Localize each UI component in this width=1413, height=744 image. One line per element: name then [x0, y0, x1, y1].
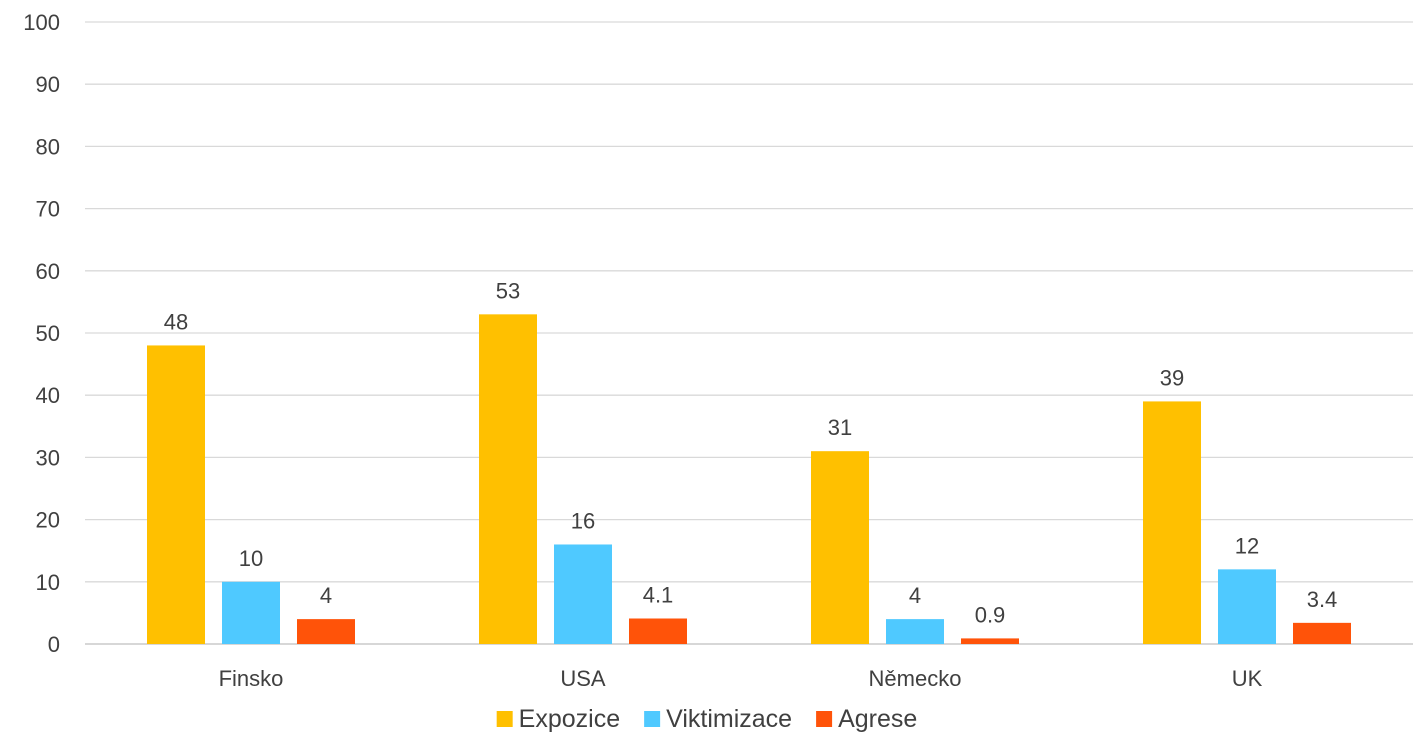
legend: Expozice Viktimizace Agrese — [496, 705, 917, 733]
y-tick-label: 30 — [36, 445, 60, 470]
data-label: 53 — [496, 278, 520, 303]
bar-agrese — [629, 618, 687, 644]
data-label: 31 — [828, 415, 852, 440]
x-axis-categories: Finsko USA Německo UK — [219, 666, 1263, 691]
legend-swatch — [496, 711, 513, 727]
bar-agrese — [297, 619, 355, 644]
legend-swatch — [816, 711, 833, 727]
data-labels: 48 10 4 53 16 4.1 31 4 0.9 39 12 3.4 — [164, 278, 1338, 627]
y-tick-label: 0 — [48, 632, 60, 657]
bar-viktimizace — [886, 619, 944, 644]
bar-viktimizace — [1218, 569, 1276, 644]
data-label: 4.1 — [643, 582, 674, 607]
y-tick-label: 70 — [36, 197, 60, 222]
legend-swatch — [644, 711, 661, 727]
y-tick-label: 90 — [36, 72, 60, 97]
data-label: 10 — [239, 546, 263, 571]
y-tick-label: 10 — [36, 570, 60, 595]
bar-expozice — [811, 451, 869, 644]
data-label: 0.9 — [975, 602, 1006, 627]
category-label: Finsko — [219, 666, 284, 691]
bar-expozice — [479, 314, 537, 644]
category-label: UK — [1232, 666, 1263, 691]
bar-agrese — [961, 638, 1019, 644]
y-tick-label: 60 — [36, 259, 60, 284]
bar-agrese — [1293, 622, 1351, 644]
y-tick-label: 100 — [23, 10, 60, 35]
bar-viktimizace — [222, 581, 280, 644]
y-tick-label: 50 — [36, 321, 60, 346]
data-label: 4 — [909, 583, 921, 608]
y-axis-ticks: 0 10 20 30 40 50 60 70 80 90 100 — [23, 10, 60, 657]
category-label: USA — [560, 666, 606, 691]
legend-label: Expozice — [519, 705, 620, 733]
category-label: Německo — [869, 666, 962, 691]
bars — [147, 314, 1351, 644]
legend-label: Agrese — [838, 705, 917, 733]
data-label: 4 — [320, 583, 332, 608]
data-label: 39 — [1160, 365, 1184, 390]
bar-viktimizace — [554, 544, 612, 644]
gridlines — [85, 21, 1413, 645]
data-label: 12 — [1235, 533, 1259, 558]
bar-expozice — [147, 345, 205, 644]
y-tick-label: 20 — [36, 508, 60, 533]
legend-label: Viktimizace — [666, 705, 792, 733]
bar-expozice — [1143, 401, 1201, 644]
data-label: 48 — [164, 309, 188, 334]
data-label: 3.4 — [1307, 587, 1338, 612]
data-label: 16 — [571, 508, 595, 533]
y-tick-label: 80 — [36, 134, 60, 159]
y-tick-label: 40 — [36, 383, 60, 408]
